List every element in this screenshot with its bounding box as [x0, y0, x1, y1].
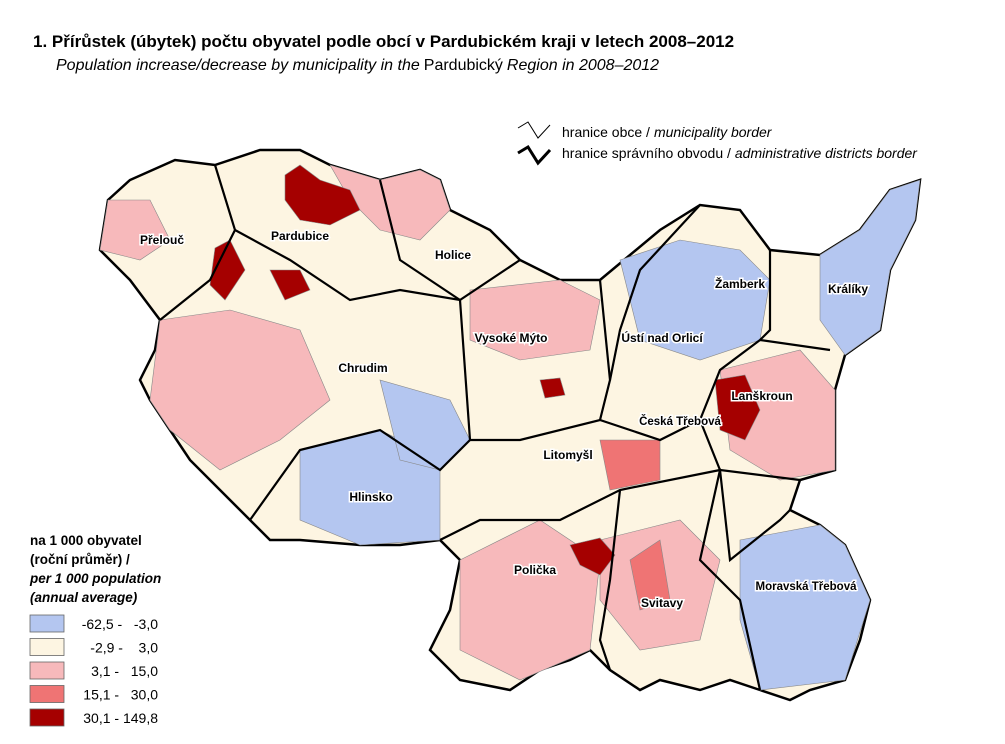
border-legend-label: hranice správního obvodu / administrative…: [562, 145, 918, 161]
border-english: administrative districts border: [735, 145, 918, 161]
district-label: Králíky: [828, 282, 868, 296]
district-labels: Přelouč Pardubice Holice Žamberk Králíky…: [138, 228, 869, 612]
district-label: Česká Třebová: [639, 415, 721, 428]
subtitle-part: Pardubický: [424, 57, 503, 74]
district-label: Pardubice: [271, 229, 329, 243]
legend-heading: (annual average): [30, 590, 138, 605]
district-label: Litomyšl: [543, 448, 592, 462]
district-label: Holice: [435, 248, 471, 262]
subtitle-part: Population increase/decrease by municipa…: [56, 57, 420, 74]
legend-swatch: [29, 661, 65, 680]
subtitle: Population increase/decrease by municipa…: [56, 57, 659, 74]
border-czech: hranice správního obvodu /: [562, 145, 731, 161]
district-label: Žamberk: [715, 276, 765, 291]
border-czech: hranice obce /: [562, 124, 650, 140]
legend-heading: (roční průměr) /: [30, 552, 130, 567]
district-label: Moravská Třebová: [756, 581, 858, 593]
district-label: Vysoké Mýto: [475, 331, 548, 345]
legend-label: -62,5 - -3,0: [82, 616, 158, 632]
legend-swatch: [29, 614, 65, 633]
legend-heading: per 1 000 population: [29, 571, 161, 586]
legend-swatch: [29, 708, 65, 727]
district-label: Svitavy: [641, 596, 683, 610]
district-label: Lanškroun: [731, 389, 792, 403]
legend-label: 15,1 - 30,0: [83, 687, 158, 703]
district-label: Polička: [514, 563, 556, 577]
municipality-border-symbol: [517, 121, 551, 139]
border-legend: hranice obce / municipality border hranic…: [517, 121, 918, 166]
legend-label: 3,1 - 15,0: [91, 663, 158, 679]
border-english: municipality border: [654, 124, 773, 140]
district-label: Přelouč: [140, 233, 184, 247]
legend-label: -2,9 - 3,0: [90, 640, 158, 656]
district-label: Hlinsko: [349, 490, 392, 504]
legend-swatch: [29, 638, 65, 656]
legend-heading: na 1 000 obyvatel: [30, 533, 142, 548]
legend: na 1 000 obyvatel (roční průměr) / per 1…: [29, 533, 161, 727]
title: 1. Přírůstek (úbytek) počtu obyvatel pod…: [33, 32, 734, 51]
district-label: Ústí nad Orlicí: [621, 330, 703, 345]
map: [98, 148, 922, 702]
district-border-symbol: [517, 144, 552, 166]
legend-label: 30,1 - 149,8: [83, 710, 158, 726]
district-label: Chrudim: [338, 361, 387, 375]
subtitle-part: Region in 2008–2012: [507, 57, 659, 74]
municipality-shading: [99, 164, 921, 691]
legend-swatch: [29, 685, 65, 703]
district-borders: [159, 164, 831, 691]
border-legend-label: hranice obce / municipality border: [562, 124, 773, 140]
